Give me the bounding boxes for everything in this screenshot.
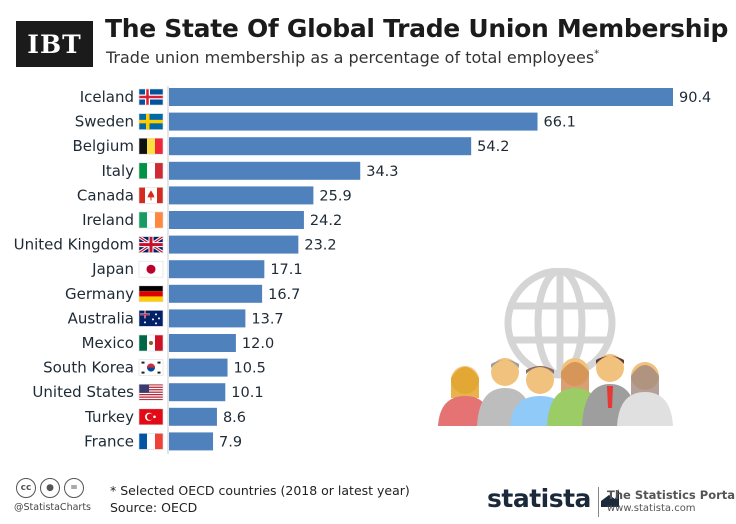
statistics-portal-label: The Statistics Portal [607,488,736,502]
statista-logo: statista [487,484,621,513]
bar [169,88,673,106]
person-icon [617,362,673,426]
no-derivatives-icon: = [64,478,84,498]
iceland-flag-icon [138,88,164,106]
globe-icon [504,268,616,379]
category-label: Italy [101,162,134,180]
sweden-flag-icon [138,113,164,130]
category-label: Iceland [80,88,134,106]
attribution-icon: ● [40,478,60,498]
category-label: Canada [77,186,134,204]
category-label: Belgium [73,137,135,155]
category-label: Germany [65,285,134,303]
value-label: 8.6 [223,410,246,426]
turkey-flag-icon [138,408,164,426]
germany-flag-icon [138,285,164,303]
statista-logo-icon [601,489,620,507]
bar-row: Mexico 12.0 [82,334,274,352]
bar-row: Iceland 90.4 [80,88,711,106]
bar [169,137,472,156]
category-label: United Kingdom [14,236,134,254]
belgium-flag-icon [138,137,164,155]
category-label: United States [32,383,134,401]
category-label: Ireland [82,211,134,229]
south-korea-flag-icon [138,359,164,376]
category-label: Japan [91,260,134,278]
statista-wordmark: statista [487,484,591,513]
chart-subtitle: Trade union membership as a percentage o… [106,48,599,67]
bar [169,407,217,426]
ibt-logo: IBT [16,21,93,67]
bar-row: United Kingdom 23.2 [14,235,337,254]
bar-chart: Iceland 90.4 Sweden 66.1 Belgium 54.2 Italy 34.… [14,86,711,454]
bar-row: France 7.9 [84,432,242,451]
bar [169,334,236,352]
bar [169,161,361,180]
value-label: 7.9 [219,434,242,450]
statista-handle: @StatistaCharts [14,502,91,513]
bar-row: Turkey 8.6 [84,407,246,426]
bar [169,309,246,328]
uk-flag-icon [138,235,164,254]
people-globe-illustration [438,268,673,426]
bar [169,112,538,131]
bar [169,284,263,303]
value-label: 23.2 [304,238,336,254]
cc-icon: cc [16,478,36,498]
bar-row: Germany 16.7 [65,284,300,303]
japan-flag-icon [138,260,164,278]
category-label: South Korea [43,359,134,377]
bar-row: Ireland 24.2 [82,211,342,229]
usa-flag-icon [138,383,164,401]
value-label: 13.7 [251,311,283,327]
bar [169,211,304,229]
canada-flag-icon [138,187,164,204]
bar [169,260,265,279]
people-group-icon [438,354,673,426]
value-label: 90.4 [679,90,711,106]
ireland-flag-icon [138,211,164,229]
footnote: * Selected OECD countries (2018 or lates… [110,483,410,498]
italy-flag-icon [138,162,164,180]
bar [169,432,214,451]
france-flag-icon [138,433,164,450]
bar-row: Japan 17.1 [91,260,303,279]
source-note: Source: OECD [110,500,198,515]
category-label: France [84,432,134,450]
bar [169,358,228,377]
bar [169,186,314,205]
bar-row: Belgium 54.2 [73,137,509,156]
value-label: 25.9 [319,188,351,204]
value-label: 54.2 [477,139,509,155]
value-label: 10.1 [231,385,263,401]
value-label: 66.1 [544,115,576,131]
australia-flag-icon [138,310,164,327]
category-label: Sweden [75,113,134,131]
value-label: 12.0 [242,336,274,352]
mexico-flag-icon [138,334,164,352]
bar-row: Canada 25.9 [77,186,352,205]
value-label: 34.3 [366,164,398,180]
bar-row: United States 10.1 [32,383,264,402]
chart-title: The State Of Global Trade Union Membersh… [105,14,729,43]
bar [169,235,299,254]
subtitle-text: Trade union membership as a percentage o… [106,48,595,67]
category-label: Turkey [84,408,134,426]
statista-url: www.statista.com [607,503,696,514]
bar-row: Australia 13.7 [68,309,284,328]
category-label: Mexico [82,334,134,352]
footer-divider [598,487,599,517]
subtitle-asterisk: * [594,48,600,60]
value-label: 17.1 [270,262,302,278]
value-label: 16.7 [268,287,300,303]
bar-row: South Korea 10.5 [43,358,266,377]
creative-commons-icons: cc ● = [16,478,84,498]
category-label: Australia [68,309,134,327]
bar-row: Sweden 66.1 [75,112,576,131]
value-label: 24.2 [310,213,342,229]
value-label: 10.5 [234,361,266,377]
bar-row: Italy 34.3 [101,161,399,180]
bar [169,383,226,402]
